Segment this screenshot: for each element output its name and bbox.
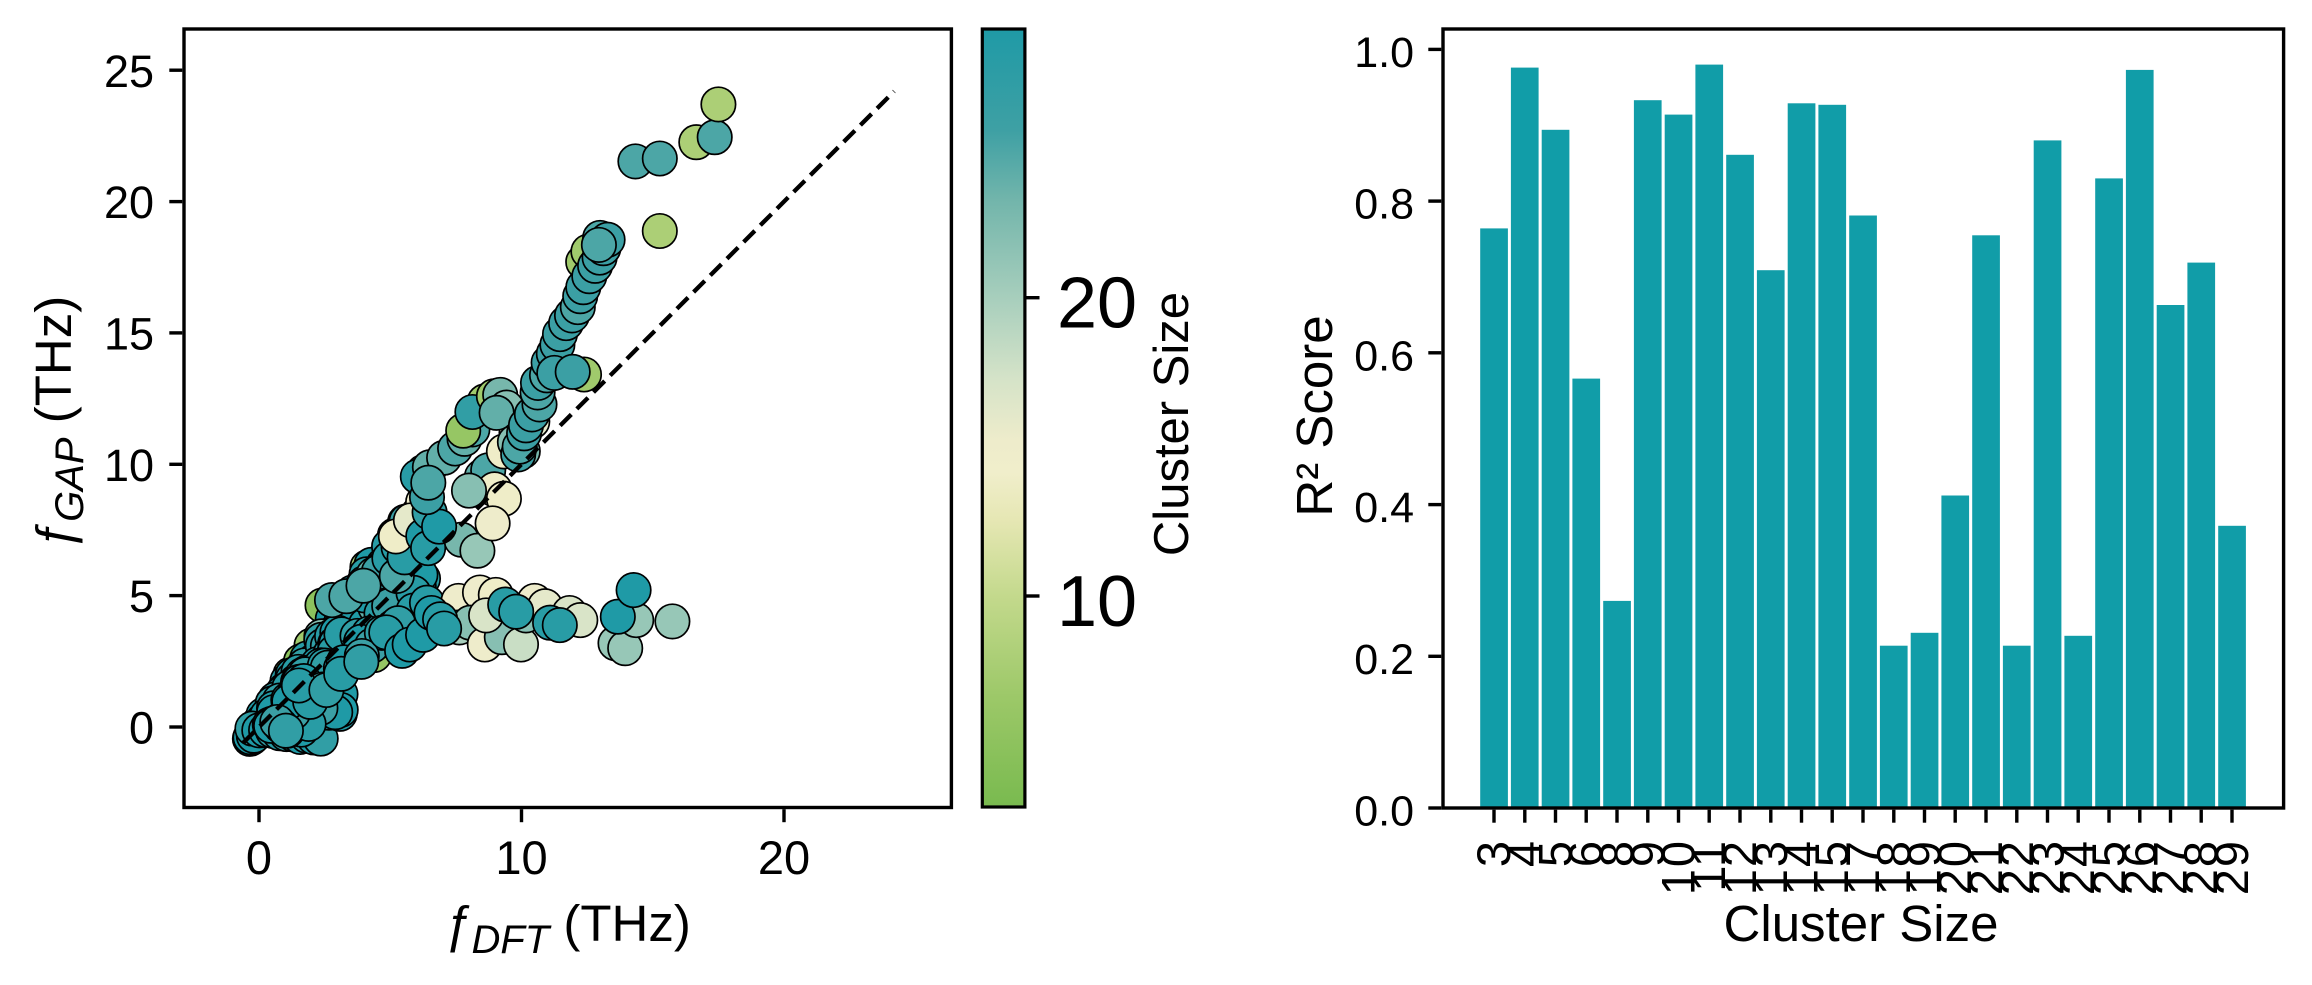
svg-text:20: 20 [1057,264,1137,344]
svg-text:19: 19 [1898,839,1951,895]
svg-text:17: 17 [1836,839,1889,895]
svg-text:27: 27 [2144,839,2197,895]
svg-text:0.2: 0.2 [1354,636,1414,684]
svg-text:9: 9 [1621,839,1674,867]
svg-text:10: 10 [1057,562,1137,642]
svg-text:18: 18 [1867,839,1920,895]
svg-text:10: 10 [495,831,547,884]
svg-text:5: 5 [1529,839,1582,867]
svg-text:R² Score: R² Score [1286,315,1343,516]
svg-text:10: 10 [1652,839,1705,895]
svg-text:20: 20 [758,831,810,884]
svg-text:5: 5 [129,571,154,622]
svg-text:0: 0 [129,703,154,754]
svg-text:15: 15 [1805,839,1858,895]
svg-text:21: 21 [1959,839,2012,895]
svg-text:ƒDFT (THz): ƒDFT (THz) [443,895,691,962]
svg-text:12: 12 [1713,839,1766,895]
svg-text:3: 3 [1467,839,1520,867]
svg-text:22: 22 [1990,839,2043,895]
svg-text:23: 23 [2021,839,2074,895]
svg-text:11: 11 [1682,839,1735,892]
svg-text:20: 20 [1928,839,1981,895]
svg-text:20: 20 [104,177,154,228]
svg-text:13: 13 [1744,839,1797,895]
svg-text:10: 10 [104,440,154,491]
svg-text:15: 15 [104,308,154,359]
svg-text:25: 25 [2082,839,2135,895]
svg-text:Cluster Size: Cluster Size [1724,895,1999,952]
svg-text:29: 29 [2205,839,2258,895]
svg-text:8: 8 [1590,839,1643,867]
svg-text:0.0: 0.0 [1354,788,1414,836]
svg-text:26: 26 [2113,839,2166,895]
svg-text:1.0: 1.0 [1354,29,1414,77]
svg-text:25: 25 [104,46,154,97]
svg-text:0: 0 [246,831,272,884]
svg-text:0.8: 0.8 [1354,181,1414,229]
svg-text:24: 24 [2051,839,2104,895]
svg-text:14: 14 [1775,839,1828,895]
svg-text:28: 28 [2174,839,2227,895]
svg-text:0.4: 0.4 [1354,484,1414,532]
svg-text:6: 6 [1559,839,1612,867]
svg-text:0.6: 0.6 [1354,332,1414,380]
svg-text:ƒGAP (THz): ƒGAP (THz) [25,296,92,550]
svg-text:Cluster Size: Cluster Size [1145,292,1199,556]
svg-text:4: 4 [1498,839,1551,867]
